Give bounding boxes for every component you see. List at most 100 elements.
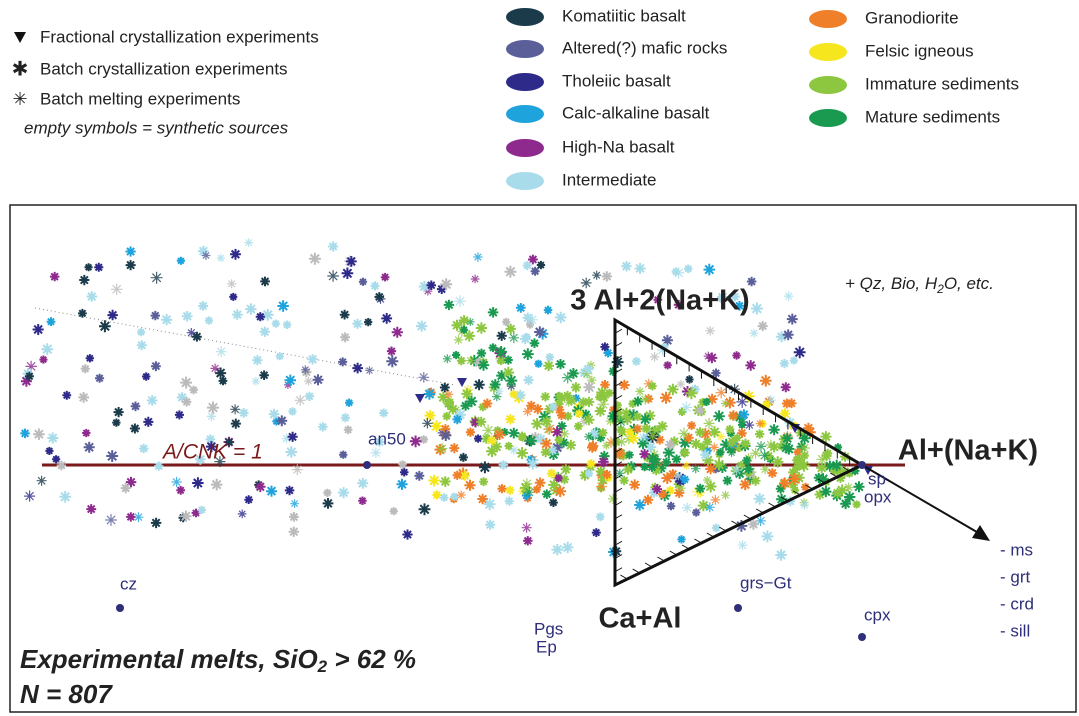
sample-star bbox=[439, 493, 449, 502]
sample-star bbox=[574, 409, 584, 418]
sample-star bbox=[343, 425, 353, 435]
sample-star bbox=[339, 450, 348, 459]
sample-star bbox=[136, 340, 147, 351]
sample-star bbox=[207, 401, 219, 414]
sample-star bbox=[464, 479, 476, 491]
sample-star bbox=[504, 441, 513, 451]
sample-star bbox=[671, 454, 682, 464]
legend-text: Felsic igneous bbox=[865, 41, 974, 60]
sample-star bbox=[530, 266, 540, 276]
sample-star bbox=[776, 331, 788, 343]
tick bbox=[644, 562, 653, 568]
legend-text: Immature sediments bbox=[865, 74, 1019, 93]
sample-star bbox=[150, 517, 162, 529]
sample-star bbox=[632, 396, 643, 407]
sample-star bbox=[737, 416, 748, 427]
sample-star bbox=[275, 352, 284, 361]
sample-star bbox=[442, 412, 451, 421]
sample-star bbox=[652, 484, 662, 495]
sample-star bbox=[470, 417, 481, 428]
sample-star bbox=[476, 348, 487, 358]
sample-star bbox=[716, 448, 725, 457]
sample-star bbox=[836, 484, 849, 497]
legend-text: Tholeiic basalt bbox=[562, 71, 671, 90]
sample-star bbox=[736, 396, 749, 408]
sample-star bbox=[554, 474, 563, 483]
sample-star bbox=[690, 438, 702, 449]
sample-star bbox=[502, 317, 511, 326]
sample-star bbox=[852, 500, 861, 509]
tick bbox=[614, 501, 623, 506]
sample-star bbox=[734, 301, 745, 311]
sample-star bbox=[259, 370, 269, 380]
sample-star bbox=[563, 411, 573, 421]
sample-star bbox=[648, 431, 658, 441]
sample-star bbox=[150, 271, 163, 284]
sample-star bbox=[137, 328, 146, 337]
sample-star bbox=[503, 355, 513, 365]
sample-star bbox=[709, 442, 719, 452]
sample-star bbox=[445, 397, 455, 407]
sample-star bbox=[702, 454, 714, 466]
sample-star bbox=[711, 523, 721, 533]
sample-star bbox=[551, 543, 563, 556]
sample-star bbox=[230, 418, 241, 429]
sample-star bbox=[197, 505, 206, 515]
sample-star bbox=[637, 437, 649, 450]
sample-star bbox=[479, 477, 488, 487]
arrow-head bbox=[972, 525, 990, 541]
sample-star bbox=[597, 398, 610, 411]
sample-star bbox=[753, 493, 766, 505]
sample-star bbox=[478, 461, 491, 474]
sample-star bbox=[725, 443, 737, 455]
sample-star bbox=[583, 381, 595, 393]
sample-star bbox=[490, 441, 502, 453]
sample-star bbox=[613, 401, 622, 410]
sample-star bbox=[494, 429, 505, 440]
tick bbox=[706, 532, 715, 538]
sample-star bbox=[312, 374, 324, 386]
sample-star bbox=[142, 372, 151, 381]
sample-star bbox=[230, 404, 240, 415]
sample-star bbox=[793, 346, 806, 359]
sample-star bbox=[206, 411, 217, 421]
sample-star bbox=[450, 405, 461, 416]
sample-star bbox=[386, 346, 397, 356]
sample-star bbox=[831, 459, 843, 472]
sample-star bbox=[540, 447, 551, 458]
sample-star bbox=[642, 494, 654, 505]
sample-star bbox=[755, 419, 765, 428]
sample-star bbox=[504, 496, 514, 506]
sample-star bbox=[627, 432, 639, 444]
sample-star bbox=[151, 361, 161, 372]
star-symbol: ✳ bbox=[12, 89, 27, 109]
sample-star bbox=[422, 418, 433, 429]
sample-star bbox=[477, 359, 490, 371]
tick bbox=[817, 478, 826, 484]
sample-star bbox=[110, 283, 123, 295]
sample-star bbox=[493, 426, 502, 435]
sample-star bbox=[498, 460, 509, 470]
sample-star bbox=[470, 274, 480, 284]
tick bbox=[614, 421, 623, 427]
sample-star bbox=[191, 508, 201, 518]
sample-star bbox=[641, 432, 653, 444]
sample-star bbox=[735, 443, 744, 452]
sample-star bbox=[706, 393, 718, 405]
sample-star bbox=[679, 436, 691, 449]
sample-star bbox=[488, 382, 500, 393]
sample-star bbox=[505, 414, 516, 425]
sample-star bbox=[843, 491, 856, 503]
sample-star bbox=[750, 447, 761, 459]
legend-text: Batch crystallization experiments bbox=[40, 59, 288, 78]
sample-star bbox=[171, 476, 182, 488]
sample-star bbox=[430, 420, 443, 432]
sample-star bbox=[300, 365, 310, 375]
legend-text: High-Na basalt bbox=[562, 137, 675, 156]
sample-star bbox=[676, 380, 685, 389]
arrow bbox=[861, 464, 983, 536]
sample-star bbox=[661, 334, 673, 346]
sample-star bbox=[120, 483, 131, 494]
sample-star bbox=[640, 462, 649, 472]
sample-star bbox=[600, 380, 610, 390]
